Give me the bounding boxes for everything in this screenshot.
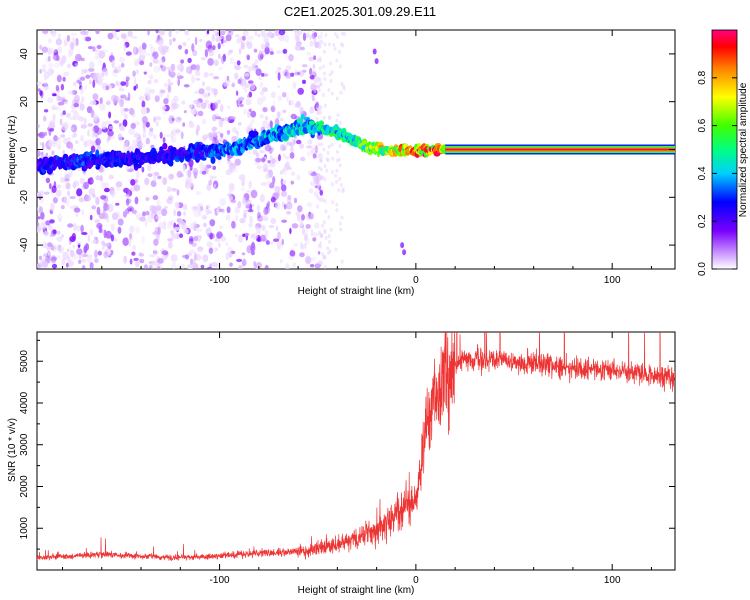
snr-xlabel: Height of straight line (km) xyxy=(298,585,415,596)
y-tick-label: 40 xyxy=(19,48,30,60)
x-tick-label: -100 xyxy=(210,575,230,586)
snr-ylabel: SNR (10 * v/v) xyxy=(7,418,18,482)
colorbar-tick-label: 0.0 xyxy=(697,262,708,276)
snr-series xyxy=(37,332,675,561)
colorbar-label: Normalized spectral amplitude xyxy=(738,82,749,217)
ridge-band-core xyxy=(445,148,675,151)
colorbar-tick-label: 0.2 xyxy=(697,214,708,228)
y-tick-label: -20 xyxy=(19,190,30,205)
y-tick-label: 20 xyxy=(19,96,30,108)
spectrogram-panel: -100 0 100 -40 -20 0 20 40 Height of straight l… xyxy=(7,29,676,297)
colorbar-gradient xyxy=(711,29,738,270)
y-tick-label: 0 xyxy=(19,146,30,152)
y-tick-label: 2000 xyxy=(19,475,30,498)
y-tick-label: -40 xyxy=(19,237,30,252)
spectrogram-noise xyxy=(37,30,407,269)
colorbar: 0.0 0.2 0.4 0.6 0.8 Normalized spectral ampl… xyxy=(697,29,749,276)
y-tick-label: 4000 xyxy=(19,391,30,414)
y-tick-label: 3000 xyxy=(19,433,30,456)
spectrogram-xlabel: Height of straight line (km) xyxy=(298,286,415,297)
x-tick-label: 0 xyxy=(413,275,419,286)
snr-panel: -100 0 100 1000 2000 3000 4000 5000 Height of s… xyxy=(7,331,676,596)
y-tick-label: 1000 xyxy=(19,517,30,540)
colorbar-ticks: 0.0 0.2 0.4 0.6 0.8 xyxy=(697,70,737,276)
snr-line xyxy=(37,332,675,561)
x-tick-label: 100 xyxy=(604,275,621,286)
colorbar-tick-label: 0.8 xyxy=(697,70,708,84)
figure-title: C2E1.2025.301.09.29.E11 xyxy=(284,4,436,19)
spectrogram-ridge xyxy=(37,114,675,175)
colorbar-tick-label: 0.6 xyxy=(697,118,708,132)
y-tick-label: 5000 xyxy=(19,350,30,373)
x-tick-label: 100 xyxy=(604,575,621,586)
spectrogram-axes: -100 0 100 -40 -20 0 20 40 xyxy=(19,30,675,286)
x-tick-label: 0 xyxy=(413,575,419,586)
colorbar-tick-label: 0.4 xyxy=(697,166,708,180)
x-tick-label: -100 xyxy=(210,275,230,286)
spectrogram-ylabel: Frequency (Hz) xyxy=(7,116,18,185)
snr-axes: -100 0 100 1000 2000 3000 4000 5000 xyxy=(19,332,675,586)
